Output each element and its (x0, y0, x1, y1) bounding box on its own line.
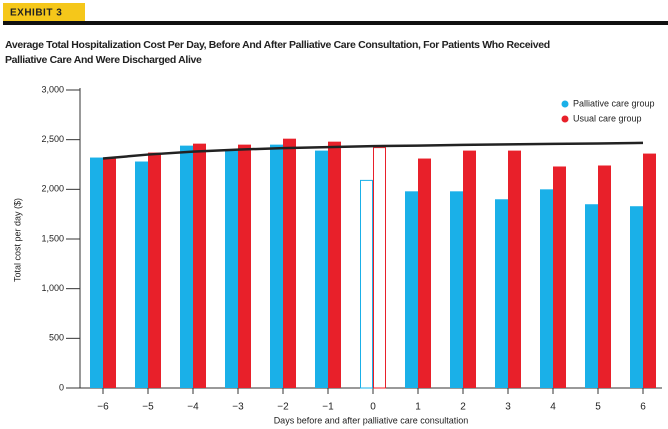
x-tick-label: −3 (232, 402, 244, 413)
bar (450, 191, 463, 388)
x-tick-label: 5 (595, 402, 601, 413)
bar (418, 158, 431, 388)
bar (328, 141, 341, 388)
bar (463, 150, 476, 388)
x-tick-label: −2 (277, 402, 289, 413)
trend-line (102, 141, 644, 160)
bar (315, 150, 328, 388)
exhibit-label: EXHIBIT 3 (10, 8, 62, 19)
header-rule (3, 21, 668, 25)
bar (238, 144, 251, 388)
exhibit-badge (3, 3, 85, 21)
bar (598, 165, 611, 388)
bar (508, 150, 521, 388)
x-tick-label: −6 (97, 402, 109, 413)
bar (373, 147, 386, 389)
y-tick-label: 2,000 (41, 184, 64, 194)
bar (180, 145, 193, 388)
y-tick-label: 500 (49, 333, 64, 343)
x-tick-label: 1 (415, 402, 421, 413)
bar (270, 144, 283, 388)
bar (360, 179, 373, 389)
x-tick-label: −5 (142, 402, 154, 413)
bar (585, 204, 598, 388)
bar (135, 161, 148, 388)
x-tick-label: 0 (370, 402, 376, 413)
bar (283, 138, 296, 388)
bar (405, 191, 418, 388)
legend-label: Palliative care group (573, 98, 655, 108)
legend-marker (561, 115, 569, 123)
x-tick-label: −1 (322, 402, 334, 413)
bar (495, 199, 508, 388)
legend-label: Usual care group (573, 113, 642, 123)
y-tick-label: 1,000 (41, 283, 64, 293)
x-tick-label: 6 (640, 402, 646, 413)
x-tick-label: 4 (550, 402, 556, 413)
chart-title: Average Total Hospitalization Cost Per D… (5, 39, 550, 51)
y-tick-label: 1,500 (41, 233, 64, 243)
y-axis-label: Total cost per day ($) (12, 198, 22, 282)
bar (553, 166, 566, 388)
bar (643, 153, 656, 388)
x-tick-label: 2 (460, 402, 466, 413)
bar (225, 150, 238, 388)
y-tick-label: 2,500 (41, 134, 64, 144)
bar (103, 158, 116, 388)
y-tick-label: 0 (59, 382, 64, 392)
bar (148, 152, 161, 388)
x-tick-label: −4 (187, 402, 199, 413)
y-tick-label: 3,000 (41, 84, 64, 94)
chart-title: Palliative Care And Were Discharged Aliv… (5, 54, 202, 66)
legend-marker (561, 100, 569, 108)
x-tick-label: 3 (505, 402, 511, 413)
bar (90, 157, 103, 388)
bar (193, 143, 206, 388)
x-axis-label: Days before and after palliative care co… (274, 415, 469, 425)
bar (540, 189, 553, 388)
bar (630, 206, 643, 388)
